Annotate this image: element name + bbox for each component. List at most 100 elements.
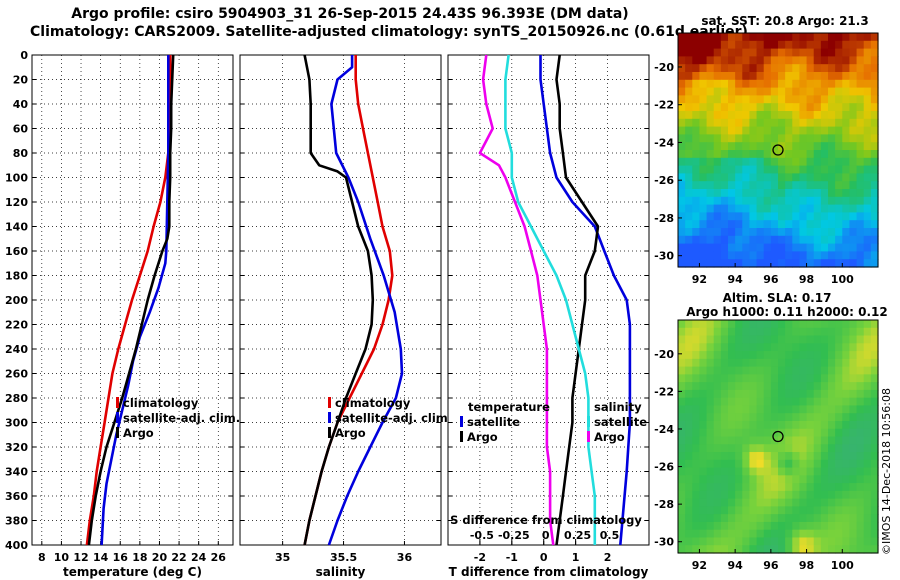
map-cell bbox=[756, 444, 765, 453]
map-cell bbox=[735, 405, 743, 414]
map-cell bbox=[799, 235, 808, 245]
map-cell bbox=[770, 64, 779, 73]
map-cell bbox=[799, 382, 808, 391]
map-cell bbox=[763, 389, 772, 399]
map-cell bbox=[863, 335, 872, 344]
map-y-tick-label: -26 bbox=[654, 174, 674, 187]
map-cell bbox=[835, 506, 843, 515]
map-cell bbox=[699, 243, 708, 252]
map-cell bbox=[756, 397, 765, 407]
map-cell bbox=[806, 165, 815, 174]
map-cell bbox=[735, 498, 743, 507]
map-cell bbox=[842, 405, 851, 414]
map-cell bbox=[749, 320, 758, 329]
map-cell bbox=[856, 490, 865, 500]
map-cell bbox=[863, 259, 872, 268]
map-cell bbox=[699, 436, 708, 445]
map-cell bbox=[870, 343, 879, 352]
map-cell bbox=[806, 490, 815, 500]
map-cell bbox=[728, 428, 736, 438]
map-cell bbox=[678, 228, 686, 237]
map-cell bbox=[842, 56, 851, 65]
map-cell bbox=[756, 181, 765, 190]
map-cell bbox=[792, 459, 801, 469]
map-cell bbox=[856, 428, 865, 438]
map-cell bbox=[720, 521, 729, 531]
map-cell bbox=[828, 134, 836, 143]
map-cell bbox=[778, 436, 786, 445]
map-cell bbox=[735, 483, 743, 492]
map-cell bbox=[870, 389, 879, 399]
map-cell bbox=[720, 204, 729, 213]
map-cell bbox=[749, 118, 758, 128]
map-cell bbox=[706, 521, 715, 531]
map-cell bbox=[806, 220, 815, 229]
map-cell bbox=[742, 358, 751, 368]
map-cell bbox=[692, 259, 701, 268]
map-y-tick-label: -22 bbox=[654, 385, 674, 398]
map-cell bbox=[763, 126, 772, 135]
map-cell bbox=[799, 521, 808, 531]
map-cell bbox=[685, 111, 693, 120]
map-cell bbox=[742, 436, 751, 445]
map-cell bbox=[742, 204, 751, 213]
map-cell bbox=[728, 521, 736, 531]
map-cell bbox=[706, 235, 715, 245]
map-cell bbox=[863, 72, 872, 81]
map-cell bbox=[735, 87, 743, 96]
map-cell bbox=[778, 228, 786, 237]
map-cell bbox=[692, 452, 701, 461]
map-cell bbox=[720, 351, 729, 360]
map-cell bbox=[785, 413, 793, 422]
map-cell bbox=[749, 397, 758, 407]
map-cell bbox=[792, 475, 801, 484]
map-cell bbox=[699, 228, 708, 237]
map-cell bbox=[713, 142, 722, 151]
map-cell bbox=[849, 351, 858, 360]
map-cell bbox=[742, 397, 751, 407]
map-cell bbox=[685, 529, 693, 539]
map-frame bbox=[677, 32, 879, 268]
map-cell bbox=[699, 428, 708, 438]
map-cell bbox=[813, 475, 822, 484]
map-cell bbox=[685, 537, 693, 546]
map-cell bbox=[849, 56, 858, 65]
map-cell bbox=[770, 189, 779, 198]
map-cell bbox=[870, 157, 879, 167]
map-cell bbox=[678, 452, 686, 461]
map-cell bbox=[735, 33, 743, 42]
map-cell bbox=[685, 56, 693, 65]
map-cell bbox=[806, 48, 815, 57]
map-cell bbox=[763, 498, 772, 507]
map-cell bbox=[706, 150, 715, 159]
map-cell bbox=[699, 397, 708, 407]
map-cell bbox=[713, 111, 722, 120]
map-cell bbox=[749, 243, 758, 252]
map-cell bbox=[856, 389, 865, 399]
map-cell bbox=[713, 72, 722, 81]
map-cell bbox=[678, 150, 686, 159]
map-cell bbox=[699, 444, 708, 453]
map-cell bbox=[763, 514, 772, 523]
map-cell bbox=[820, 374, 829, 383]
map-cell bbox=[842, 475, 851, 484]
x-tick-label: 14 bbox=[93, 551, 109, 564]
y-tick-label: 260 bbox=[5, 368, 28, 381]
map-cell bbox=[692, 335, 701, 344]
map-cell bbox=[692, 545, 701, 554]
map-cell bbox=[728, 529, 736, 539]
map-cell bbox=[813, 397, 822, 407]
map-cell bbox=[849, 220, 858, 229]
map-cell bbox=[713, 483, 722, 492]
map-cell bbox=[713, 358, 722, 368]
map-cell bbox=[806, 529, 815, 539]
map-cell bbox=[820, 444, 829, 453]
map-cell bbox=[756, 358, 765, 368]
map-cell bbox=[770, 251, 779, 260]
map-cell bbox=[849, 72, 858, 81]
map-cell bbox=[735, 181, 743, 190]
map-cell bbox=[699, 204, 708, 213]
map-cell bbox=[735, 537, 743, 546]
map-cell bbox=[863, 506, 872, 515]
map-cell bbox=[842, 87, 851, 96]
